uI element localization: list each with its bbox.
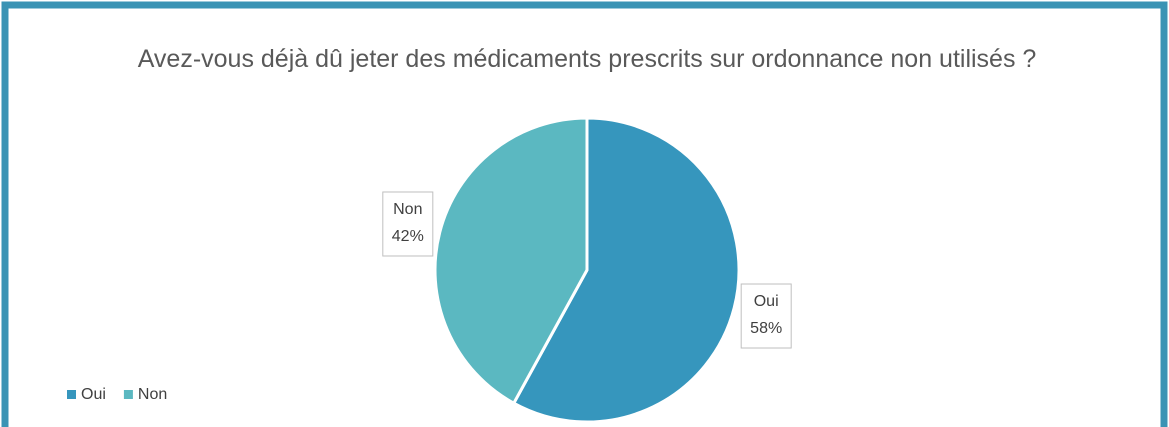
pie-slice — [433, 116, 589, 406]
data-label-name: Non — [393, 201, 422, 218]
data-label-value: 58% — [750, 320, 782, 337]
legend-label: Oui — [81, 386, 106, 403]
legend-swatch — [123, 390, 133, 399]
chart-title: Avez-vous déjà dû jeter des médicaments … — [137, 45, 1037, 73]
legend-label: Non — [138, 386, 167, 403]
data-label-box — [382, 191, 434, 257]
data-label-name: Oui — [754, 293, 779, 310]
data-label-box — [740, 283, 792, 349]
data-label-value: 42% — [392, 228, 424, 245]
pie-slice — [511, 116, 741, 424]
legend-swatch — [67, 390, 76, 399]
